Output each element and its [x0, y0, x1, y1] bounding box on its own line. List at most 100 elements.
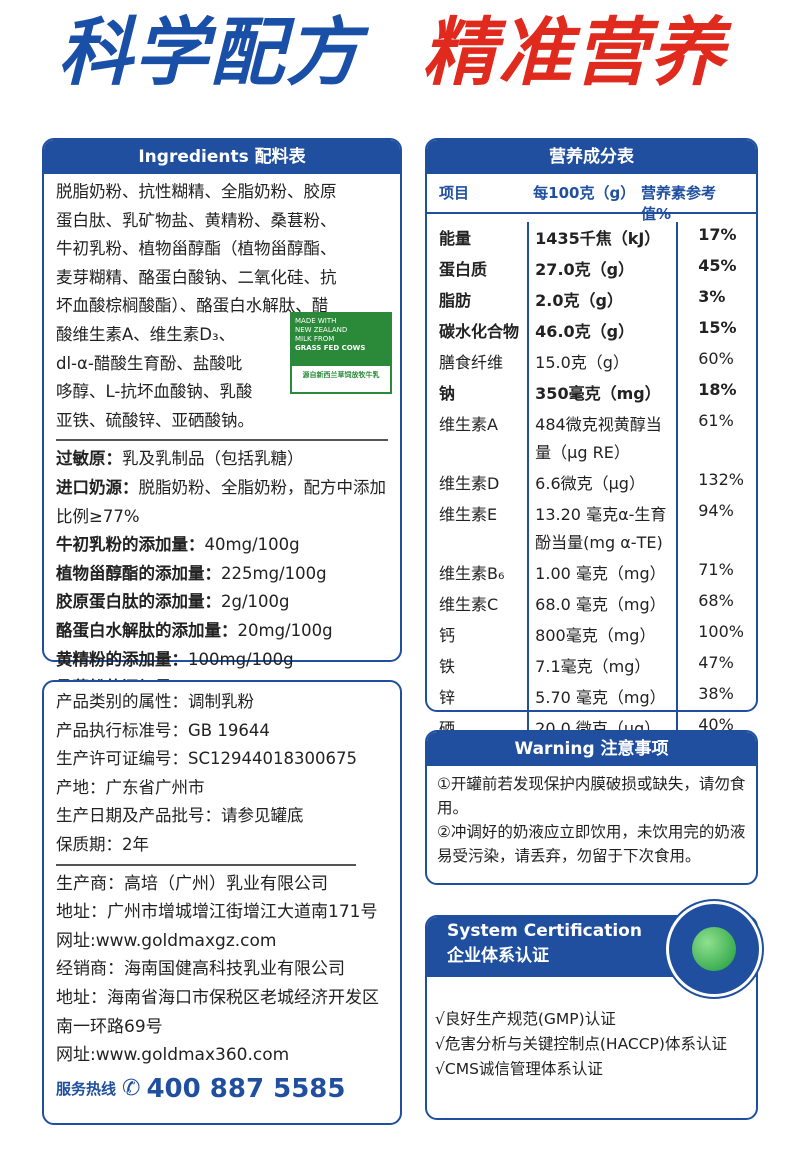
- nutrient-amount: 6.6微克（μg）: [527, 467, 679, 498]
- hotline: 服务热线 ✆ 400 887 5585: [56, 1074, 388, 1104]
- table-row: 膳食纤维 15.0克（g） 60%: [439, 346, 744, 377]
- detail-value: 100mg/100g: [188, 649, 294, 669]
- title-right: 精准营养: [422, 10, 726, 96]
- cert-title-cn: 企业体系认证: [447, 946, 549, 966]
- nutrition-columns: 项目 每100克（g） 营养素参考值%: [427, 174, 756, 223]
- nutrient-name: 脂肪: [439, 291, 472, 310]
- info-line: 网址:www.goldmaxgz.com: [56, 930, 277, 951]
- ingredients-list: 脱脂奶粉、抗性糊精、全脂奶粉、胶原 蛋白肽、乳矿物盐、黄精粉、桑葚粉、 牛初乳粉、植…: [56, 178, 388, 435]
- info-line: 经销商：海南国健高科技乳业有限公司: [56, 959, 345, 980]
- detail-value: 20mg/100g: [237, 620, 333, 640]
- col-item: 项目: [439, 184, 470, 202]
- warning-panel: Warning 注意事项 ①开罐前若发现保护内膜破损或缺失，请勿食用。 ②冲调好的…: [425, 730, 758, 885]
- nutrient-name: 膳食纤维: [439, 353, 504, 372]
- ingredient-line: 酸维生素A、维生素D₃、: [56, 324, 236, 344]
- info-line: 地址：广州市增城增江街增江大道南171号: [56, 902, 378, 923]
- divider: [56, 863, 356, 866]
- nutrient-nrv: 38%: [698, 684, 734, 703]
- nutrient-amount: 46.0克（g）: [527, 315, 679, 346]
- nutrient-name: 碳水化合物: [439, 322, 520, 341]
- nutrient-amount: 1435千焦（kJ）: [527, 222, 679, 253]
- detail-value: 乳及乳制品（包括乳糖）: [122, 449, 304, 469]
- nutrient-amount: 7.1毫克（mg）: [527, 650, 679, 681]
- globe-icon: [666, 901, 762, 997]
- manufacturer-info: 生产商：高培（广州）乳业有限公司 地址：广州市增城增江街增江大道南171号 网址:w…: [56, 870, 388, 1070]
- ingredient-line: dl-α-醋酸生育酚、盐酸吡: [56, 353, 243, 373]
- nutrient-name: 铁: [439, 657, 456, 676]
- nutrient-amount: 800毫克（mg）: [527, 619, 679, 650]
- detail-row: 牛初乳粉的添加量：40mg/100g: [56, 531, 388, 560]
- nutrient-name: 钙: [439, 626, 456, 645]
- table-row: 维生素E 13.20 毫克α-生育酚当量(mg α-TE) 94%: [439, 498, 744, 557]
- table-row: 脂肪 2.0克（g） 3%: [439, 284, 744, 315]
- nutrient-nrv: 45%: [698, 256, 737, 275]
- table-row: 蛋白质 27.0克（g） 45%: [439, 253, 744, 284]
- nutrient-nrv: 3%: [698, 287, 726, 306]
- info-line: 生产许可证编号：SC12944018300675: [56, 749, 357, 769]
- ingredient-line: 亚铁、硫酸锌、亚硒酸钠。: [56, 410, 254, 430]
- detail-row: 植物甾醇酯的添加量：225mg/100g: [56, 560, 388, 589]
- ingredient-line: 牛初乳粉、植物甾醇酯（植物甾醇酯、: [56, 239, 337, 259]
- nutrient-name: 锌: [439, 688, 456, 707]
- nutrient-nrv: 132%: [698, 470, 744, 489]
- nutrient-nrv: 94%: [698, 501, 734, 520]
- phone-icon: ✆: [122, 1076, 141, 1102]
- detail-value: 225mg/100g: [221, 563, 327, 583]
- detail-key: 植物甾醇酯的添加量：: [56, 563, 221, 583]
- nutrient-amount: 27.0克（g）: [527, 253, 679, 284]
- detail-row: 黄精粉的添加量：100mg/100g: [56, 646, 388, 675]
- nutrient-nrv: 68%: [698, 591, 734, 610]
- divider: [56, 439, 388, 442]
- nutrient-amount: 68.0 毫克（mg）: [527, 588, 679, 619]
- table-row: 维生素D 6.6微克（μg） 132%: [439, 467, 744, 498]
- table-row: 维生素C 68.0 毫克（mg） 68%: [439, 588, 744, 619]
- info-line: 保质期：2年: [56, 834, 149, 854]
- nutrient-amount: 350毫克（mg）: [527, 377, 679, 408]
- product-attributes: 产品类别的属性：调制乳粉 产品执行标准号：GB 19644 生产许可证编号：SC12…: [56, 688, 388, 860]
- nutrient-amount: 5.70 毫克（mg）: [527, 681, 679, 712]
- table-row: 钠 350毫克（mg） 18%: [439, 377, 744, 408]
- title-left: 科学配方: [58, 10, 362, 96]
- detail-key: 牛初乳粉的添加量：: [56, 535, 205, 555]
- nutrient-name: 维生素C: [439, 595, 499, 614]
- table-row: 钙 800毫克（mg） 100%: [439, 619, 744, 650]
- detail-row: 胶原蛋白肽的添加量：2g/100g: [56, 588, 388, 617]
- nutrient-name: 维生素E: [439, 505, 498, 524]
- nutrient-nrv: 47%: [698, 653, 734, 672]
- product-info-panel: 产品类别的属性：调制乳粉 产品执行标准号：GB 19644 生产许可证编号：SC12…: [42, 680, 402, 1125]
- warning-header: Warning 注意事项: [427, 732, 756, 766]
- nutrient-amount: 13.20 毫克α-生育酚当量(mg α-TE): [527, 498, 679, 557]
- nutrient-amount: 15.0克（g）: [527, 346, 679, 377]
- nutrient-name: 维生素D: [439, 474, 500, 493]
- detail-key: 黄精粉的添加量：: [56, 649, 188, 669]
- ingredient-line: 蛋白肽、乳矿物盐、黄精粉、桑葚粉、: [56, 210, 337, 230]
- detail-row: 进口奶源：脱脂奶粉、全脂奶粉，配方中添加比例≥77%: [56, 474, 388, 531]
- info-line: 生产日期及产品批号：请参见罐底: [56, 806, 304, 826]
- col-nrv: 营养素参考值%: [641, 184, 717, 223]
- hotline-number[interactable]: 400 887 5585: [146, 1073, 346, 1104]
- nutrient-name: 钠: [439, 384, 456, 403]
- nutrient-name: 蛋白质: [439, 260, 488, 279]
- info-line: 网址:www.goldmax360.com: [56, 1045, 290, 1066]
- nutrient-nrv: 18%: [698, 380, 737, 399]
- detail-key: 酪蛋白水解肽的添加量：: [56, 620, 238, 640]
- nutrition-header: 营养成分表: [427, 140, 756, 174]
- nutrient-nrv: 100%: [698, 622, 744, 641]
- nutrient-name: 能量: [439, 229, 472, 248]
- table-row: 锌 5.70 毫克（mg） 38%: [439, 681, 744, 712]
- nutrient-nrv: 15%: [698, 318, 737, 337]
- hotline-label: 服务热线: [56, 1080, 117, 1099]
- detail-key: 胶原蛋白肽的添加量：: [56, 592, 221, 612]
- warning-item: ②冲调好的奶液应立即饮用，未饮用完的奶液易受污染，请丢弃，勿留于下次食用。: [437, 823, 746, 865]
- cert-item: √良好生产规范(GMP)认证: [435, 1010, 616, 1028]
- ingredients-panel: Ingredients 配料表 脱脂奶粉、抗性糊精、全脂奶粉、胶原 蛋白肽、乳矿物…: [42, 138, 402, 726]
- detail-value: 脱脂奶粉、全脂奶粉，配方中添加比例≥77%: [56, 477, 386, 526]
- nutrient-amount: 2.0克（g）: [527, 284, 679, 315]
- ingredient-line: 脱脂奶粉、抗性糊精、全脂奶粉、胶原: [56, 182, 337, 201]
- table-row: 维生素A 484微克视黄醇当量（μg RE） 61%: [439, 408, 744, 467]
- nutrient-nrv: 17%: [698, 225, 737, 244]
- ingredient-line: 坏血酸棕榈酸酯）、酪蛋白水解肽、醋: [56, 296, 329, 316]
- table-row: 碳水化合物 46.0克（g） 15%: [439, 315, 744, 346]
- cert-item: √危害分析与关键控制点(HACCP)体系认证: [435, 1035, 727, 1053]
- table-row: 能量 1435千焦（kJ） 17%: [439, 222, 744, 253]
